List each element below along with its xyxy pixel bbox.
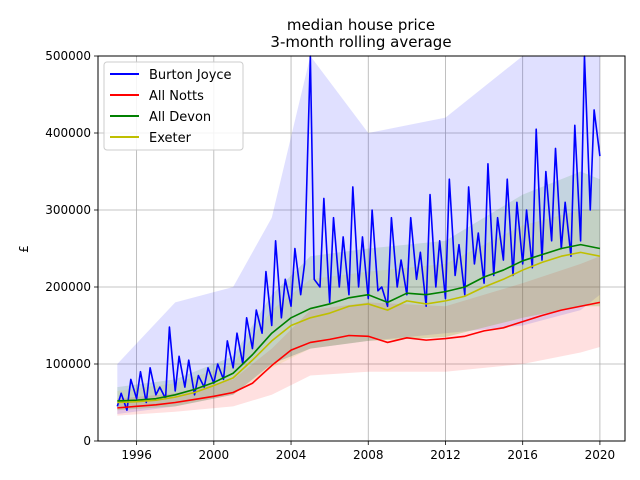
y-tick-label-3: 300000	[45, 203, 91, 217]
y-tick-label-2: 200000	[45, 280, 91, 294]
band-exeter	[117, 210, 600, 411]
band-all-devon	[117, 171, 600, 411]
x-tick-label-3: 2008	[353, 448, 384, 462]
x-axis-ticks: 1996 2000 2004 2008 2012 2016 2020	[121, 441, 615, 462]
x-tick-label-2: 2004	[276, 448, 307, 462]
band-burton-joyce	[117, 56, 600, 415]
x-tick-label-1: 2000	[199, 448, 230, 462]
series-line-burton-joyce	[116, 55, 601, 412]
y-tick-label-5: 500000	[45, 49, 91, 63]
y-axis-label: £	[17, 245, 31, 253]
chart-subtitle: 3-month rolling average	[270, 33, 451, 51]
y-tick-label-1: 100000	[45, 357, 91, 371]
y-tick-label-4: 400000	[45, 126, 91, 140]
y-axis-ticks: 0 100000 200000 300000 400000 500000	[45, 49, 98, 448]
series-line-exeter	[117, 251, 601, 404]
confidence-bands	[117, 56, 600, 416]
series-line-all-notts	[117, 301, 601, 409]
plot-frame	[97, 55, 626, 442]
legend-label-all-notts: All Notts	[149, 89, 204, 104]
series-lines	[116, 55, 601, 412]
legend-label-burton-joyce: Burton Joyce	[149, 68, 232, 83]
x-tick-label-0: 1996	[121, 448, 152, 462]
chart-title-group: median house price 3-month rolling avera…	[270, 16, 451, 51]
legend: Burton Joyce All Notts All Devon Exeter	[103, 61, 244, 151]
legend-label-all-devon: All Devon	[149, 110, 211, 125]
series-line-all-devon	[117, 243, 601, 402]
legend-label-exeter: Exeter	[149, 131, 192, 146]
legend-box	[103, 61, 244, 151]
x-tick-label-6: 2020	[585, 448, 616, 462]
y-tick-label-0: 0	[83, 434, 91, 448]
x-tick-label-4: 2012	[430, 448, 461, 462]
x-tick-label-5: 2016	[507, 448, 538, 462]
chart-title: median house price	[287, 16, 435, 34]
